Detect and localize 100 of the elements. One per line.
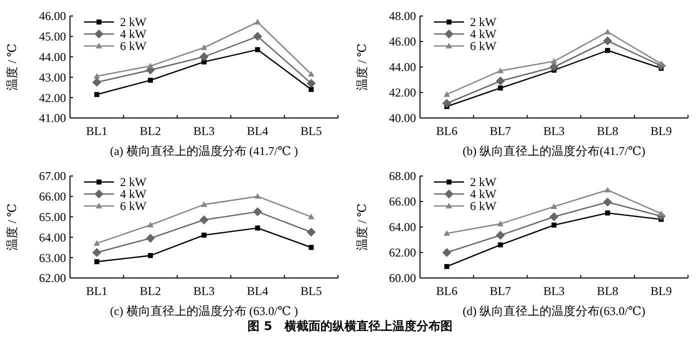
- point: [444, 264, 450, 270]
- point: [497, 220, 504, 226]
- x-tick-label: BL3: [543, 284, 565, 298]
- legend-label: 4 kW: [470, 27, 497, 42]
- legend-label: 2 kW: [470, 175, 497, 190]
- y-tick-label: 68.00: [389, 169, 416, 184]
- y-tick-label: 67.00: [39, 169, 66, 184]
- point: [255, 226, 260, 231]
- y-tick-label: 43.00: [39, 70, 66, 84]
- point: [147, 222, 154, 228]
- point: [148, 253, 153, 258]
- y-tick-label: 60.00: [389, 271, 416, 286]
- point: [92, 248, 102, 257]
- y-tick-label: 42.00: [39, 90, 66, 105]
- x-tick-label: BL4: [246, 284, 268, 298]
- caption: 图 5 横截面的纵横直径上温度分布图: [248, 319, 452, 333]
- point: [92, 78, 102, 87]
- x-tick-label: BL8: [596, 284, 618, 298]
- point: [254, 18, 261, 25]
- text: (c) 横向直径上的温度分布 (63.0/℃ ): [110, 304, 298, 318]
- y-tick-label: 40.00: [389, 111, 416, 126]
- x-tick-label: BL8: [596, 124, 618, 138]
- point: [200, 215, 208, 224]
- x-tick-label: BL7: [490, 124, 512, 138]
- y-tick-label: 64.00: [389, 220, 416, 234]
- point: [550, 58, 558, 64]
- y-tick-label: 65.00: [39, 210, 66, 224]
- point: [200, 44, 208, 50]
- y-axis-title: 温度 / ℃: [355, 44, 369, 90]
- point: [308, 214, 314, 220]
- point: [94, 72, 100, 79]
- point: [306, 78, 316, 88]
- point: [496, 230, 505, 240]
- point: [253, 207, 262, 216]
- point: [442, 248, 452, 257]
- point: [306, 228, 316, 237]
- point: [94, 259, 100, 264]
- point: [496, 76, 505, 86]
- point: [254, 193, 261, 199]
- y-tick-label: 41.00: [39, 111, 66, 126]
- point: [604, 186, 611, 192]
- point: [255, 47, 260, 52]
- point: [550, 62, 558, 72]
- legend-label: 2 kW: [120, 15, 147, 30]
- legend-label: 6 kW: [470, 39, 497, 54]
- point: [550, 212, 558, 222]
- point: [605, 210, 610, 216]
- x-tick-label: BL5: [300, 124, 322, 138]
- y-tick-label: 63.00: [39, 250, 66, 265]
- point: [497, 68, 504, 74]
- point: [147, 62, 154, 68]
- point: [603, 198, 612, 207]
- x-tick-label: BL1: [86, 124, 108, 138]
- x-tick-label: BL7: [490, 284, 512, 298]
- point: [308, 244, 314, 250]
- text: (d) 纵向直径上的温度分布(63.0/℃): [462, 304, 646, 318]
- point: [605, 48, 610, 53]
- point: [658, 60, 664, 66]
- x-tick-label: BL6: [436, 124, 458, 138]
- x-tick-label: BL5: [300, 284, 322, 298]
- y-tick-label: 66.00: [39, 190, 66, 204]
- y-tick-label: 46.00: [389, 34, 416, 49]
- point: [308, 86, 314, 92]
- point: [498, 86, 503, 91]
- legend-label: 6 kW: [470, 199, 497, 214]
- x-tick-label: BL3: [543, 124, 565, 138]
- legend-label: 4 kW: [120, 27, 147, 42]
- y-tick-label: 66.00: [389, 194, 416, 209]
- point: [604, 28, 611, 34]
- y-tick-label: 46.00: [39, 9, 66, 24]
- y-axis-title: 温度 / ℃: [5, 204, 19, 250]
- point: [444, 91, 450, 97]
- point: [253, 32, 262, 41]
- legend-label: 4 kW: [470, 187, 497, 202]
- point: [444, 230, 450, 236]
- point: [658, 210, 664, 216]
- point: [442, 98, 452, 108]
- x-tick-label: BL9: [650, 124, 672, 138]
- legend-label: 2 kW: [120, 175, 147, 190]
- text: (a) 横向直径上的温度分布 (41.7/℃ ): [110, 144, 298, 158]
- text: (b) 纵向直径上的温度分布(41.7/℃): [462, 144, 646, 158]
- y-tick-label: 42.00: [389, 86, 416, 100]
- legend-label: 4 kW: [120, 187, 147, 202]
- x-tick-label: BL2: [140, 284, 162, 298]
- y-tick-label: 45.00: [39, 30, 66, 44]
- x-tick-label: BL4: [246, 124, 268, 138]
- y-tick-label: 64.00: [39, 230, 66, 244]
- x-tick-label: BL9: [650, 284, 672, 298]
- x-tick-label: BL6: [436, 284, 458, 298]
- point: [550, 203, 558, 209]
- point: [94, 92, 100, 98]
- point: [200, 52, 208, 62]
- y-tick-label: 62.00: [39, 271, 66, 286]
- point: [94, 240, 100, 246]
- point: [148, 78, 153, 83]
- legend-label: 6 kW: [120, 199, 147, 214]
- point: [308, 70, 314, 77]
- y-tick-label: 44.00: [389, 60, 416, 74]
- x-tick-label: BL2: [140, 124, 162, 138]
- point: [200, 201, 208, 207]
